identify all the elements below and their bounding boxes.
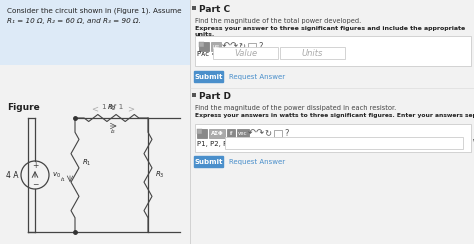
Text: +: + (32, 161, 38, 170)
Text: $v_0$: $v_0$ (52, 170, 61, 180)
Text: ?: ? (259, 42, 263, 51)
Bar (197, 129, 207, 138)
Text: ↷: ↷ (230, 41, 238, 51)
Text: W: W (473, 140, 474, 149)
Text: 4 A: 4 A (7, 171, 19, 180)
Text: >: > (128, 104, 135, 113)
Text: AΣΦ: AΣΦ (210, 131, 223, 136)
Text: $i_1$: $i_1$ (60, 175, 66, 184)
Bar (211, 42, 221, 51)
Text: vec: vec (238, 131, 248, 136)
Text: ↶: ↶ (222, 41, 230, 51)
Text: ↻: ↻ (238, 42, 246, 51)
FancyBboxPatch shape (195, 36, 471, 66)
Text: Figure: Figure (7, 103, 40, 112)
Bar (213, 47, 278, 59)
Text: Submit: Submit (195, 159, 223, 165)
Text: Units: Units (302, 50, 323, 59)
Text: <: < (91, 104, 99, 113)
Text: Express your answers in watts to three significant figures. Enter your answers s: Express your answers in watts to three s… (195, 113, 474, 118)
Text: ↷: ↷ (256, 129, 264, 139)
Text: Find the magnitude of the total power developed.: Find the magnitude of the total power de… (195, 18, 361, 24)
Text: Value: Value (234, 50, 257, 59)
Bar (0, 0, 190, 65)
Text: −: − (32, 181, 38, 190)
Bar (192, 6, 196, 10)
Bar (237, 129, 249, 138)
Bar (197, 129, 202, 133)
Bar (209, 129, 225, 138)
Text: $i_2$: $i_2$ (110, 128, 117, 136)
Bar (199, 42, 209, 51)
Text: R₁ = 10 Ω, R₂ = 60 Ω, and R₃ = 90 Ω.: R₁ = 10 Ω, R₂ = 60 Ω, and R₃ = 90 Ω. (7, 18, 141, 24)
Bar (248, 43, 256, 50)
Text: Request Answer: Request Answer (229, 74, 285, 80)
Text: $R_1$: $R_1$ (82, 158, 91, 168)
Text: Pᴀᴄ =: Pᴀᴄ = (197, 51, 217, 57)
Text: Part D: Part D (199, 92, 231, 101)
Bar (225, 137, 463, 149)
FancyBboxPatch shape (194, 71, 224, 83)
Text: Express your answer to three significant figures and include the appropriate uni: Express your answer to three significant… (195, 26, 465, 37)
Text: Submit: Submit (195, 74, 223, 80)
Text: 1 of 1: 1 of 1 (102, 104, 124, 110)
Bar (280, 47, 345, 59)
FancyBboxPatch shape (195, 124, 471, 152)
Bar (227, 129, 235, 138)
Text: Request Answer: Request Answer (229, 159, 285, 165)
Text: ↻: ↻ (264, 129, 272, 138)
Text: Part C: Part C (199, 5, 230, 14)
Bar (192, 93, 196, 97)
Text: $R_2$: $R_2$ (107, 103, 116, 113)
Text: P1, P2, P3 =: P1, P2, P3 = (197, 141, 240, 147)
Bar (274, 130, 282, 137)
Text: ?: ? (285, 129, 289, 138)
Text: $R_3$: $R_3$ (155, 170, 164, 180)
Text: ↶: ↶ (248, 129, 256, 139)
Bar (199, 42, 204, 47)
Text: Find the magnitude of the power dissipated in each resistor.: Find the magnitude of the power dissipat… (195, 105, 396, 111)
FancyBboxPatch shape (194, 156, 224, 168)
Text: Consider the circuit shown in (Figure 1). Assume: Consider the circuit shown in (Figure 1)… (7, 7, 182, 13)
Text: if: if (229, 131, 233, 136)
Text: µα: µα (212, 44, 219, 49)
